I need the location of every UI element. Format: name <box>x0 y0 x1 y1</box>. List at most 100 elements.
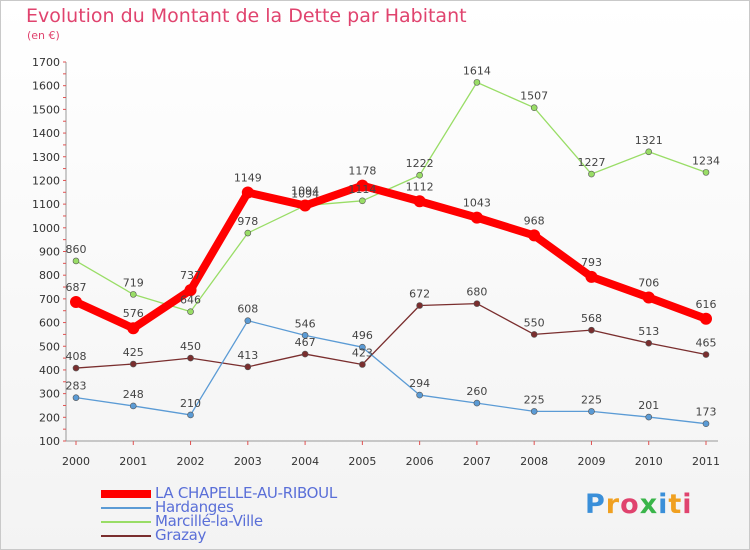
data-point-2 <box>416 171 423 179</box>
x-tick-label: 2005 <box>348 455 376 468</box>
y-tick-label: 500 <box>39 340 60 353</box>
legend-item-2: Marcillé-la-Ville <box>101 512 421 530</box>
data-label-1: 283 <box>66 380 87 393</box>
y-tick-label: 300 <box>39 388 60 401</box>
data-point-2 <box>72 257 80 265</box>
data-point-0 <box>356 179 369 192</box>
data-point-1 <box>72 394 80 401</box>
data-label-0: 1178 <box>348 165 376 178</box>
data-label-0: 1094 <box>291 185 319 198</box>
data-label-2: 1094 <box>291 188 319 201</box>
legend-item-0: LA CHAPELLE-AU-RIBOUL <box>101 484 421 502</box>
data-point-2 <box>473 79 481 86</box>
data-point-0 <box>585 270 598 283</box>
data-label-3: 513 <box>638 325 659 338</box>
data-label-1: 225 <box>581 393 602 406</box>
data-point-2 <box>702 169 710 176</box>
y-tick-label: 1600 <box>32 80 60 93</box>
data-point-3 <box>72 364 80 372</box>
data-point-0 <box>528 229 541 242</box>
y-tick-label: 800 <box>39 269 60 282</box>
y-tick-label: 1200 <box>32 174 60 187</box>
y-tick-label: 100 <box>39 435 60 448</box>
data-label-3: 550 <box>524 316 545 329</box>
data-label-1: 201 <box>638 399 659 412</box>
data-label-2: 1234 <box>692 154 720 167</box>
data-label-2: 860 <box>66 243 87 256</box>
legend-label: Marcillé-la-Ville <box>155 512 263 530</box>
data-label-3: 450 <box>180 340 201 353</box>
data-point-0 <box>127 322 140 335</box>
data-label-1: 225 <box>524 393 545 406</box>
y-tick-label: 600 <box>39 317 60 330</box>
data-label-1: 260 <box>466 385 487 398</box>
data-label-0: 706 <box>638 276 659 289</box>
data-point-1 <box>244 317 252 324</box>
data-label-3: 568 <box>581 312 602 325</box>
legend: LA CHAPELLE-AU-RIBOUL Hardanges Marcillé-l… <box>101 484 421 544</box>
data-point-2 <box>359 197 366 205</box>
x-tick-label: 2003 <box>234 455 262 468</box>
data-point-1 <box>530 408 538 415</box>
data-label-3: 425 <box>123 346 144 359</box>
data-label-2: 719 <box>123 276 144 289</box>
data-label-0: 1043 <box>463 197 491 210</box>
data-label-2: 646 <box>180 294 201 307</box>
data-point-1 <box>416 391 423 399</box>
legend-label: LA CHAPELLE-AU-RIBOUL <box>155 484 337 502</box>
legend-swatch <box>101 507 151 509</box>
data-label-0: 576 <box>123 307 144 320</box>
data-label-1: 496 <box>352 329 373 342</box>
legend-item-3: Grazay <box>101 526 421 544</box>
x-tick-label: 2010 <box>635 455 663 468</box>
legend-swatch <box>101 490 151 498</box>
x-tick-label: 2009 <box>577 455 605 468</box>
data-label-1: 294 <box>409 377 430 390</box>
data-point-2 <box>244 229 252 237</box>
data-point-0 <box>70 295 82 308</box>
data-label-2: 1614 <box>463 64 491 77</box>
data-point-0 <box>184 284 197 297</box>
chart-title: Evolution du Montant de la Dette par Hab… <box>26 5 467 27</box>
data-label-0: 793 <box>581 256 602 269</box>
data-label-1: 173 <box>696 406 717 419</box>
y-tick-label: 1700 <box>32 56 60 69</box>
data-labels: 408 425 450 413 467 423 672 680 550 568 513 465 283 2… <box>66 64 721 418</box>
x-tick-label: 2001 <box>119 455 147 468</box>
legend-swatch <box>101 521 151 523</box>
legend-item-1: Hardanges <box>101 498 421 516</box>
data-point-3 <box>359 361 366 368</box>
data-label-2: 1321 <box>635 134 663 147</box>
data-point-0 <box>700 312 712 325</box>
data-point-3 <box>416 302 423 309</box>
series-layer <box>70 79 712 428</box>
data-label-0: 687 <box>66 281 87 294</box>
data-label-1: 248 <box>123 388 144 401</box>
data-point-2 <box>187 308 194 315</box>
data-point-0 <box>642 291 655 304</box>
axes: 100 200 300 400 500 600 700 800 900 1000 1100 1200 1… <box>32 56 720 468</box>
data-point-0 <box>241 186 254 199</box>
y-tick-label: 1000 <box>32 222 60 235</box>
data-point-0 <box>299 199 312 212</box>
data-label-2: 1222 <box>406 157 434 170</box>
data-point-3 <box>301 350 309 358</box>
data-point-1 <box>301 332 309 339</box>
data-point-2 <box>645 148 653 156</box>
x-tick-label: 2008 <box>520 455 548 468</box>
data-point-3 <box>588 326 595 334</box>
data-label-0: 968 <box>524 214 545 227</box>
data-label-1: 608 <box>237 303 258 316</box>
x-tick-label: 2006 <box>406 455 434 468</box>
series-line-0 <box>74 181 708 333</box>
x-tick-label: 2002 <box>177 455 205 468</box>
y-tick-label: 1500 <box>32 103 60 116</box>
data-point-3 <box>129 360 137 368</box>
data-label-3: 672 <box>409 288 430 301</box>
data-label-1: 546 <box>295 317 316 330</box>
y-tick-label: 400 <box>39 364 60 377</box>
data-label-0: 1149 <box>234 172 262 185</box>
legend-label: Grazay <box>155 526 207 544</box>
data-point-2 <box>129 291 137 298</box>
